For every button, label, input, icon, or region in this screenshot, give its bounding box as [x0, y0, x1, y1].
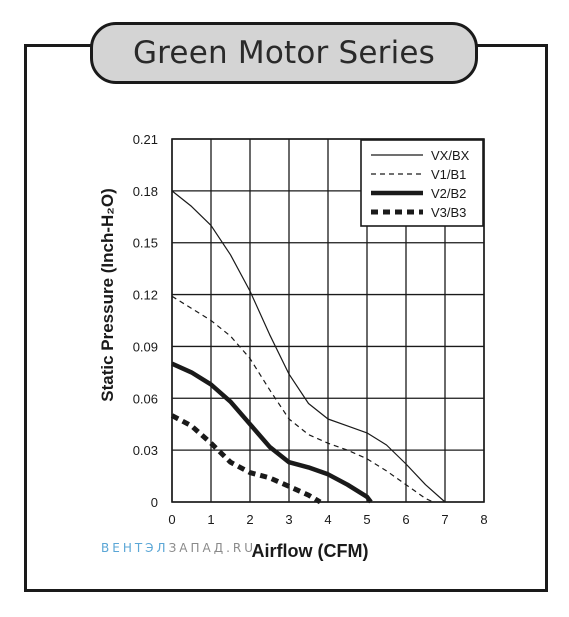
y-axis-label: Static Pressure (Inch-H₂O) — [98, 188, 117, 402]
plot-border — [171, 138, 485, 503]
series-line-vx-bx — [171, 190, 446, 503]
y-tick-label: 0.21 — [133, 132, 158, 147]
series-layer — [170, 190, 446, 505]
axis-layer: 0 1 2 3 4 5 6 7 8 0 0.03 0.06 0.09 0.12 0.15 0.18 0.21 Ai… — [98, 132, 488, 561]
y-tick-label: 0.09 — [133, 339, 158, 354]
series-line-v3-b3 — [170, 413, 322, 505]
watermark-part3: .RU — [226, 541, 257, 555]
chart-title: Green Motor Series — [132, 35, 436, 71]
y-tick-label: 0.15 — [133, 236, 158, 251]
legend-entry: V2/B2 — [431, 186, 466, 201]
x-tick-label: 6 — [402, 512, 409, 527]
x-tick-label: 5 — [363, 512, 370, 527]
series-line-v2-b2 — [171, 361, 373, 504]
y-tick-label: 0 — [151, 495, 158, 510]
x-tick-label: 2 — [246, 512, 253, 527]
y-tick-label: 0.12 — [133, 288, 158, 303]
watermark: ВЕНТЭЛЗАПАД.RU — [101, 541, 256, 555]
watermark-part2: ЗАПАД — [168, 541, 227, 555]
x-tick-label: 8 — [480, 512, 487, 527]
x-tick-label: 1 — [207, 512, 214, 527]
chart-frame — [24, 44, 548, 592]
x-tick-label: 4 — [324, 512, 331, 527]
y-tick-label: 0.03 — [133, 443, 158, 458]
x-axis-label: Airflow (CFM) — [252, 541, 369, 561]
legend-entry: VX/BX — [431, 148, 470, 163]
watermark-part1: ВЕНТЭЛ — [101, 541, 169, 555]
x-tick-label: 3 — [285, 512, 292, 527]
legend-entry: V3/B3 — [431, 205, 466, 220]
y-tick-label: 0.18 — [133, 184, 158, 199]
y-tick-label: 0.06 — [133, 391, 158, 406]
x-tick-label: 7 — [441, 512, 448, 527]
legend-entry: V1/B1 — [431, 167, 466, 182]
x-tick-label: 0 — [168, 512, 175, 527]
title-badge: Green Motor Series — [90, 22, 478, 84]
legend: VX/BX V1/B1 V2/B2 V3/B3 — [360, 139, 484, 227]
series-line-v1-b1 — [171, 295, 434, 503]
